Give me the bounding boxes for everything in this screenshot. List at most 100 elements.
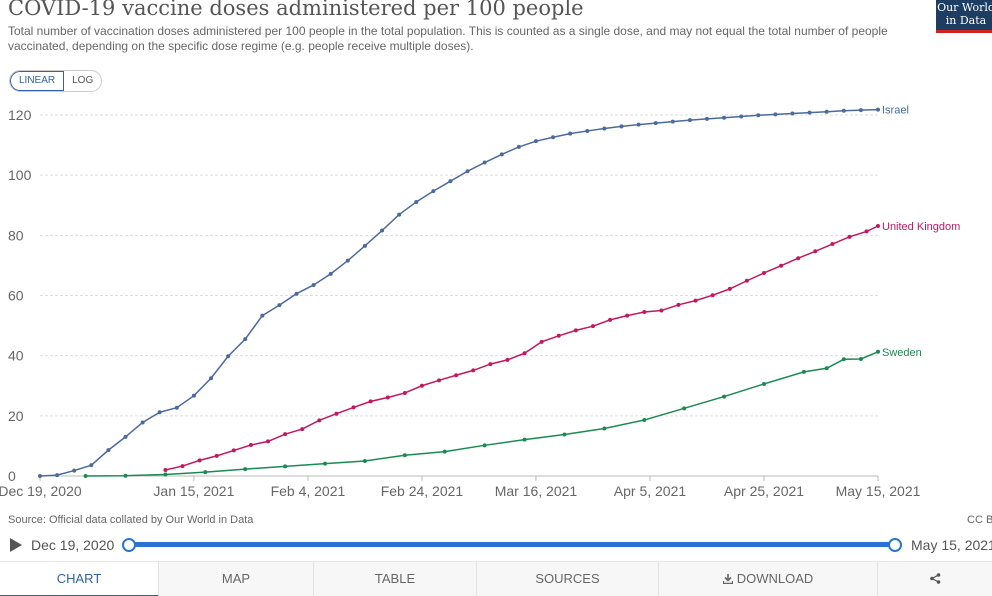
data-point (55, 473, 60, 478)
data-point (402, 453, 407, 458)
data-point (590, 324, 595, 329)
data-point (345, 258, 350, 263)
data-point (847, 234, 852, 239)
download-icon (722, 574, 733, 584)
data-point (522, 351, 527, 356)
data-point (522, 437, 527, 442)
tab-table[interactable]: TABLE (314, 562, 477, 596)
x-tick-label: Jan 15, 2021 (153, 483, 234, 499)
data-point (454, 373, 459, 378)
data-point (682, 406, 687, 411)
data-point (266, 439, 271, 444)
data-point (123, 434, 128, 439)
footer-tabs: CHART MAP TABLE SOURCES DOWNLOAD (0, 561, 992, 596)
timeline-start-handle[interactable] (122, 538, 136, 552)
data-point (431, 189, 436, 194)
data-point (761, 381, 766, 386)
data-point (727, 286, 732, 291)
data-point (602, 426, 607, 431)
data-point (516, 144, 521, 149)
data-point (163, 472, 168, 477)
data-point (414, 199, 419, 204)
data-point (824, 366, 829, 371)
y-tick-label: 40 (8, 348, 24, 364)
tab-download[interactable]: DOWNLOAD (659, 562, 878, 596)
data-point (568, 131, 573, 136)
data-point (858, 356, 863, 361)
logo-line-2: in Data (945, 14, 987, 27)
data-point (351, 405, 356, 410)
data-point (876, 224, 880, 229)
data-point (72, 468, 77, 473)
data-point (362, 458, 367, 463)
data-point (876, 107, 880, 112)
data-point (397, 212, 402, 217)
data-point (482, 160, 487, 165)
data-point (380, 228, 385, 233)
tab-map[interactable]: MAP (159, 562, 314, 596)
data-point (419, 383, 424, 388)
license-note[interactable]: CC BY (967, 514, 992, 526)
series-line (165, 225, 879, 471)
tab-sources[interactable]: SOURCES (477, 562, 659, 596)
data-point (625, 313, 630, 318)
data-point (448, 179, 453, 184)
data-point (243, 337, 248, 342)
timeline: Dec 19, 2020 May 15, 2021 (0, 533, 992, 557)
data-point (636, 122, 641, 127)
owid-logo[interactable]: Our World in Data (936, 0, 992, 33)
data-point (140, 420, 145, 425)
data-point (739, 114, 744, 119)
y-tick-label: 120 (8, 107, 32, 123)
log-scale-button[interactable]: LOG (72, 75, 94, 86)
data-point (499, 152, 504, 157)
data-point (260, 313, 265, 318)
tab-chart[interactable]: CHART (0, 562, 159, 596)
data-point (157, 410, 162, 415)
data-point (300, 427, 305, 432)
data-point (539, 339, 544, 344)
data-point (642, 310, 647, 315)
data-point (83, 474, 88, 478)
play-icon[interactable] (10, 538, 22, 552)
share-button[interactable] (878, 562, 992, 596)
x-tick-label: Feb 24, 2021 (381, 483, 464, 499)
data-point (619, 124, 624, 129)
linear-scale-button[interactable]: LINEAR (10, 71, 65, 91)
data-point (761, 270, 766, 275)
data-point (180, 464, 185, 469)
x-tick-label: Feb 4, 2021 (271, 483, 346, 499)
series-line (39, 108, 879, 477)
source-note[interactable]: Source: Official data collated by Our Wo… (8, 514, 254, 526)
data-point (465, 169, 470, 174)
share-icon (929, 573, 940, 584)
data-point (362, 243, 367, 248)
series-label: Sweden (882, 347, 922, 359)
x-tick-label: Apr 25, 2021 (724, 483, 804, 499)
data-point (602, 126, 607, 131)
data-point (174, 405, 179, 410)
data-point (858, 108, 863, 113)
data-point (277, 303, 282, 308)
data-point (533, 139, 538, 144)
y-tick-label: 100 (8, 167, 32, 183)
data-point (385, 395, 390, 400)
data-point (334, 411, 339, 416)
logo-line-1: Our World (937, 1, 992, 14)
timeline-end-handle[interactable] (888, 538, 902, 552)
data-point (317, 418, 322, 423)
data-point (248, 443, 253, 448)
data-point (226, 354, 231, 359)
scale-toggle: LINEAR LOG (9, 70, 103, 92)
download-label: DOWNLOAD (736, 571, 814, 586)
data-point (841, 357, 846, 362)
data-point (402, 390, 407, 395)
timeline-track[interactable] (130, 542, 896, 547)
data-point (328, 271, 333, 276)
data-point (801, 369, 806, 374)
data-point (437, 378, 442, 383)
data-point (38, 474, 42, 478)
data-point (311, 282, 316, 287)
data-point (191, 393, 196, 398)
data-point (471, 368, 476, 373)
